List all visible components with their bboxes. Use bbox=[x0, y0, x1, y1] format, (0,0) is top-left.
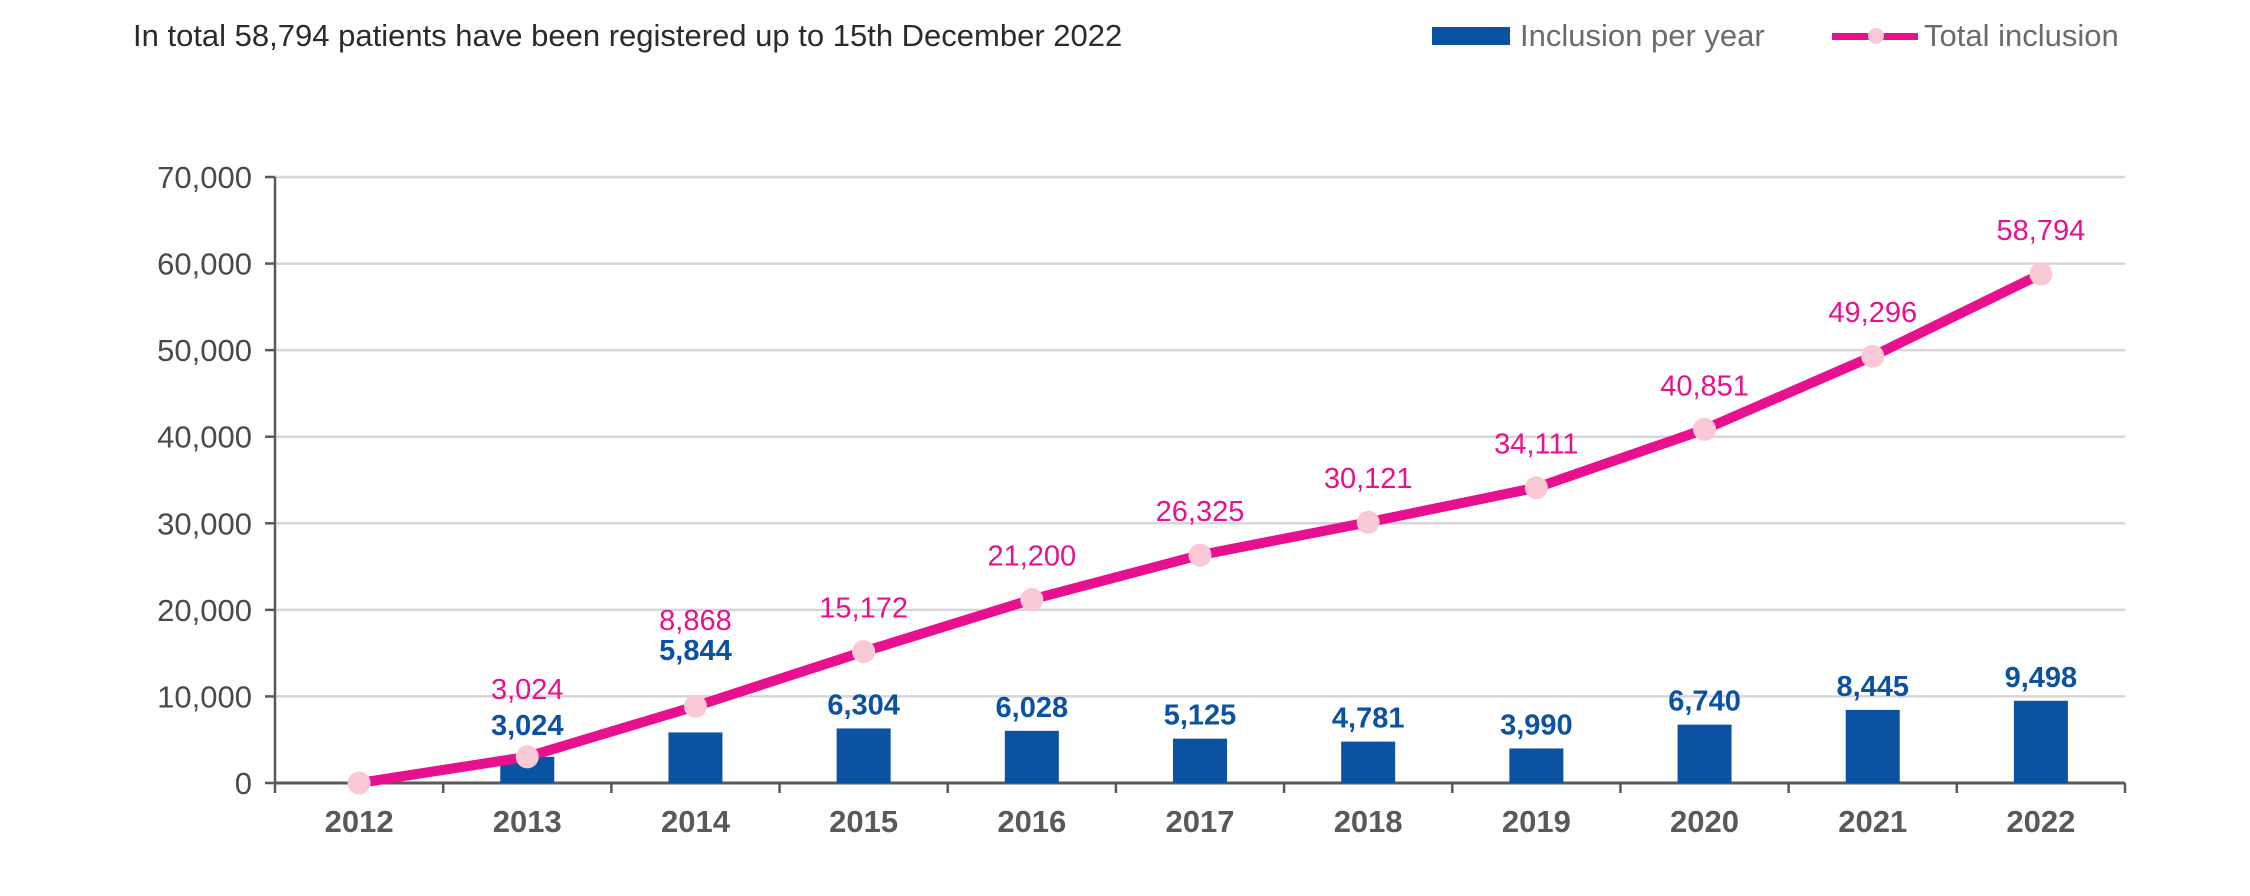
line-data-label: 3,024 bbox=[491, 674, 564, 706]
line-data-label: 34,111 bbox=[1494, 429, 1578, 461]
bar-data-label: 5,125 bbox=[1164, 700, 1237, 732]
bar bbox=[1341, 741, 1396, 783]
line-marker bbox=[1356, 510, 1380, 534]
y-tick-label: 60,000 bbox=[157, 247, 252, 282]
y-tick-label: 30,000 bbox=[157, 506, 252, 541]
bar bbox=[668, 732, 723, 783]
y-tick-label: 0 bbox=[235, 766, 252, 801]
line-marker bbox=[1524, 476, 1548, 500]
x-tick-label: 2018 bbox=[1334, 804, 1403, 839]
x-tick-label: 2014 bbox=[661, 804, 731, 839]
line-marker bbox=[1020, 587, 1044, 611]
x-tick-label: 2013 bbox=[493, 804, 562, 839]
bar-data-label: 5,844 bbox=[659, 635, 732, 667]
bar-data-label: 4,781 bbox=[1332, 703, 1405, 735]
line-data-label: 58,794 bbox=[1997, 215, 2086, 247]
bar bbox=[1509, 748, 1564, 783]
bar bbox=[1173, 738, 1227, 783]
line-data-label: 49,296 bbox=[1828, 297, 1917, 329]
bar-data-label: 3,024 bbox=[491, 710, 564, 742]
bar-data-label: 8,445 bbox=[1836, 671, 1909, 703]
line-data-label: 26,325 bbox=[1156, 496, 1245, 528]
legend-item-inclusion-per-year: Inclusion per year bbox=[1432, 18, 1765, 54]
x-tick-label: 2016 bbox=[997, 804, 1066, 839]
line-data-label: 21,200 bbox=[987, 540, 1076, 572]
line-data-label: 40,851 bbox=[1660, 370, 1749, 402]
bar-data-label: 6,740 bbox=[1668, 686, 1741, 718]
x-tick-label: 2019 bbox=[1502, 804, 1571, 839]
line-data-label: 15,172 bbox=[819, 593, 908, 625]
bar bbox=[1677, 724, 1732, 783]
legend-label-bar: Inclusion per year bbox=[1520, 18, 1765, 53]
chart-title: In total 58,794 patients have been regis… bbox=[133, 18, 1123, 53]
line-marker bbox=[683, 694, 707, 718]
line-marker bbox=[852, 640, 876, 664]
y-tick-label: 50,000 bbox=[157, 333, 252, 368]
line-data-label: 30,121 bbox=[1324, 463, 1413, 495]
x-tick-label: 2020 bbox=[1670, 804, 1739, 839]
legend-item-total-inclusion: Total inclusion bbox=[1832, 18, 2119, 54]
x-tick-label: 2012 bbox=[325, 804, 394, 839]
bar bbox=[1845, 709, 1900, 783]
bar-data-label: 6,304 bbox=[827, 689, 900, 721]
x-tick-label: 2022 bbox=[2006, 804, 2075, 839]
bar bbox=[836, 728, 891, 783]
y-tick-label: 70,000 bbox=[157, 160, 252, 195]
x-tick-label: 2021 bbox=[1838, 804, 1907, 839]
x-tick-label: 2017 bbox=[1166, 804, 1235, 839]
legend-swatch-line bbox=[1832, 28, 1918, 44]
line-marker bbox=[347, 771, 371, 795]
bar-data-label: 6,028 bbox=[996, 692, 1069, 724]
y-tick-label: 10,000 bbox=[157, 679, 252, 714]
line-data-label: 8,868 bbox=[659, 605, 732, 637]
y-tick-label: 20,000 bbox=[157, 593, 252, 628]
bar bbox=[2013, 700, 2068, 783]
line-marker bbox=[1861, 344, 1885, 368]
line-marker bbox=[2029, 262, 2053, 286]
bar bbox=[1004, 730, 1059, 783]
bar-data-label: 9,498 bbox=[2005, 662, 2078, 694]
bar-data-label: 3,990 bbox=[1500, 709, 1573, 741]
line-marker bbox=[1693, 417, 1717, 441]
line-marker bbox=[1188, 543, 1212, 567]
x-tick-label: 2015 bbox=[829, 804, 898, 839]
y-tick-label: 40,000 bbox=[157, 420, 252, 455]
line-marker bbox=[515, 745, 539, 769]
legend-label-line: Total inclusion bbox=[1924, 18, 2119, 53]
legend-swatch-bar bbox=[1432, 27, 1510, 45]
